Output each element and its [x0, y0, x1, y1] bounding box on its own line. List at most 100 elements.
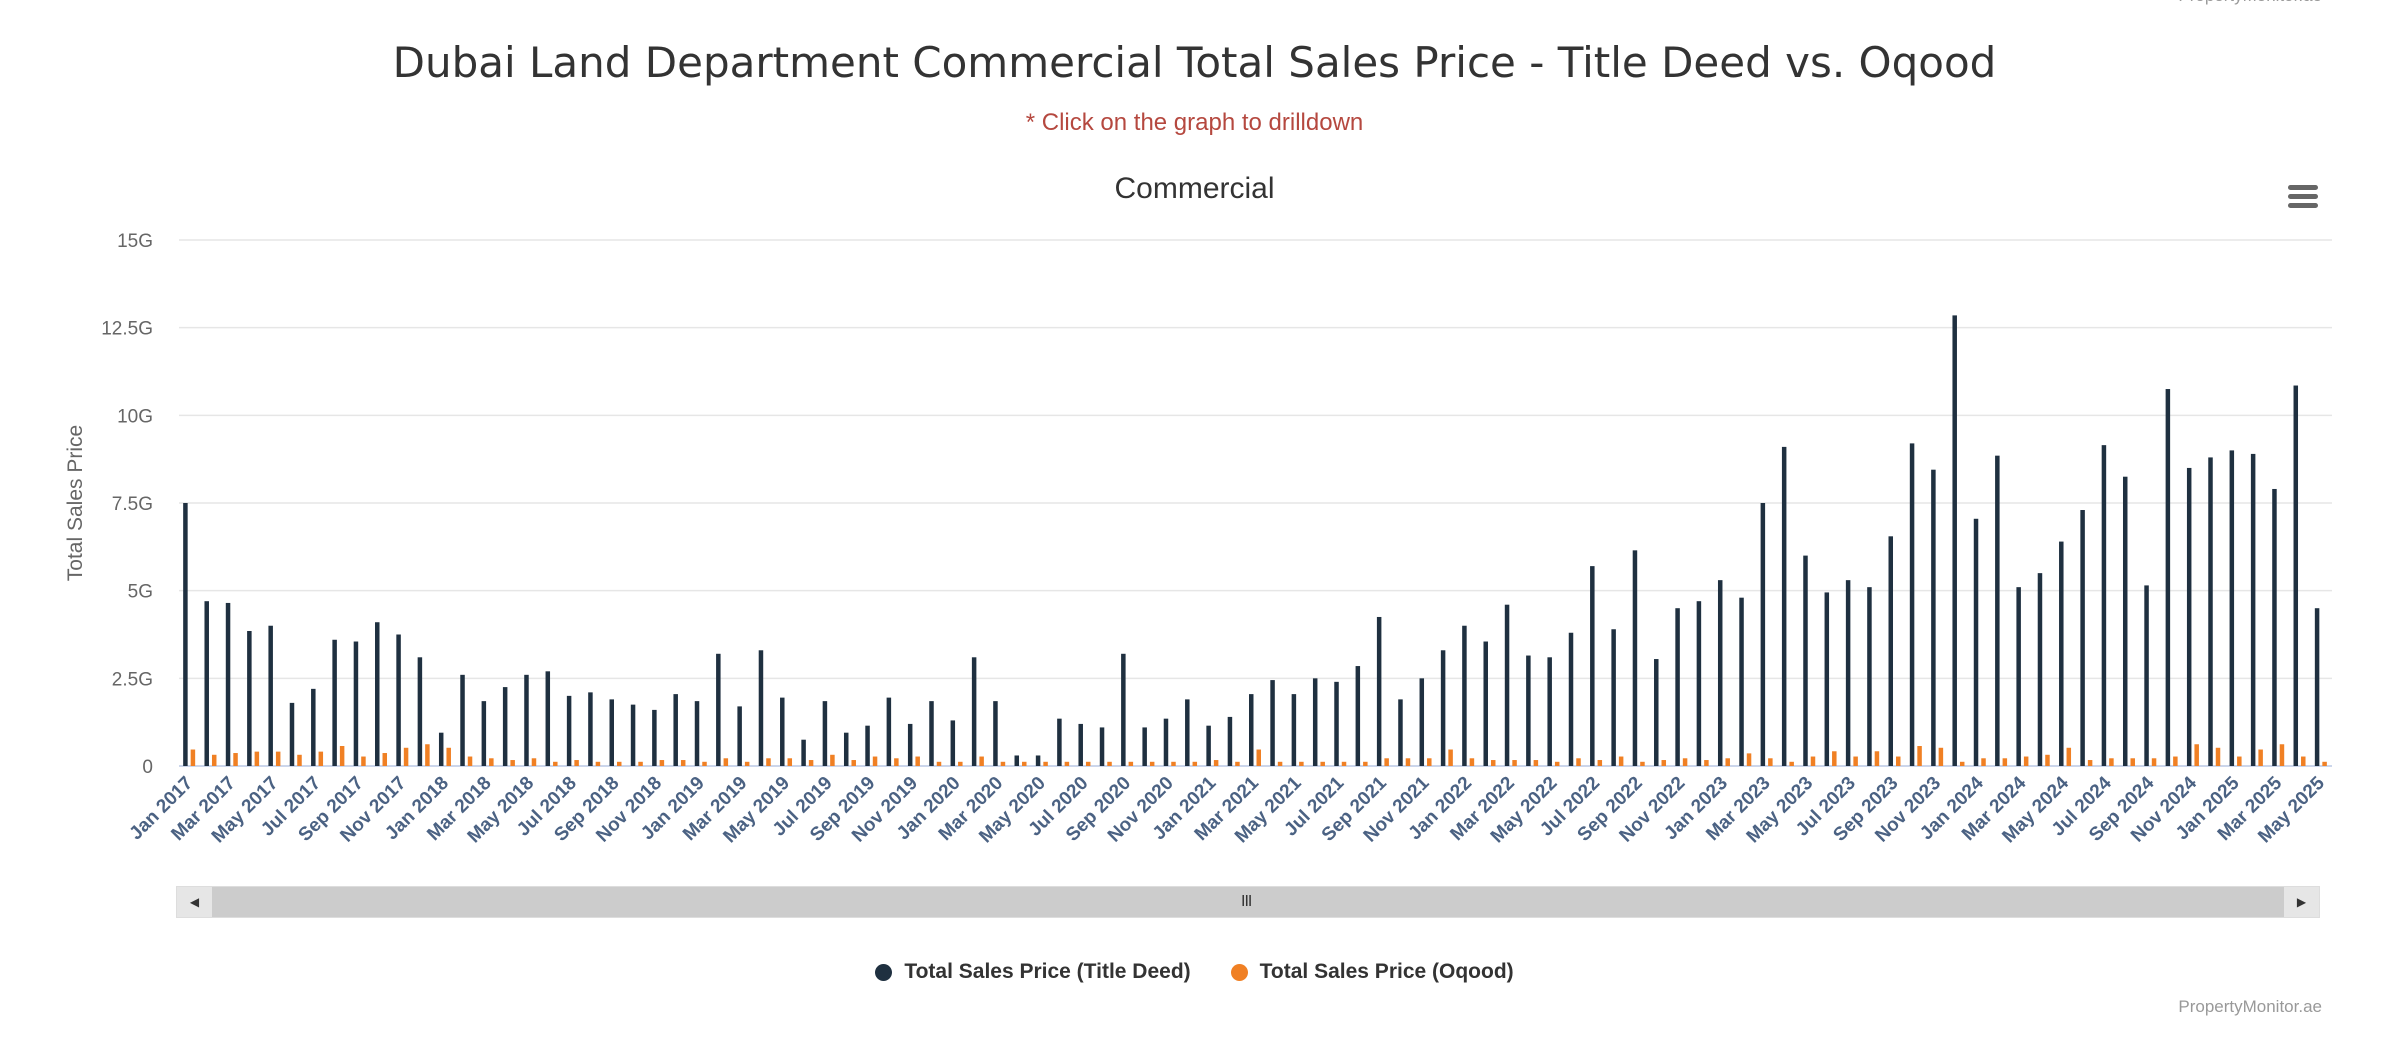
bar-oqood[interactable]	[830, 754, 835, 766]
bar-oqood[interactable]	[766, 758, 771, 766]
bar-oqood[interactable]	[616, 761, 622, 766]
bar-title-deed[interactable]	[1760, 503, 1766, 766]
scrollbar-grip[interactable]: III	[1241, 893, 1252, 910]
bar-title-deed[interactable]	[396, 634, 401, 767]
bar-oqood[interactable]	[1043, 761, 1048, 766]
bar-oqood[interactable]	[2215, 747, 2221, 766]
bar-title-deed[interactable]	[417, 657, 423, 766]
bar-title-deed[interactable]	[1909, 443, 1915, 766]
bar-title-deed[interactable]	[1654, 659, 1659, 766]
bar-oqood[interactable]	[382, 753, 388, 766]
bar-oqood[interactable]	[1640, 761, 1645, 766]
bar-title-deed[interactable]	[1995, 455, 2000, 766]
bar-title-deed[interactable]	[1952, 315, 1957, 766]
bar-oqood[interactable]	[361, 756, 366, 766]
bar-title-deed[interactable]	[460, 674, 465, 766]
bar-oqood[interactable]	[211, 754, 217, 766]
bar-oqood[interactable]	[958, 761, 963, 766]
bar-oqood[interactable]	[1768, 758, 1773, 766]
bar-oqood[interactable]	[595, 761, 601, 766]
bar-title-deed[interactable]	[1185, 699, 1190, 766]
bar-oqood[interactable]	[531, 758, 537, 766]
bar-oqood[interactable]	[1405, 758, 1411, 766]
bar-oqood[interactable]	[1469, 758, 1475, 766]
bar-title-deed[interactable]	[1419, 678, 1425, 766]
bar-oqood[interactable]	[979, 756, 984, 766]
bar-oqood[interactable]	[1235, 761, 1240, 766]
bar-oqood[interactable]	[1981, 758, 1986, 766]
bar-title-deed[interactable]	[1632, 550, 1638, 766]
bar-oqood[interactable]	[1682, 758, 1688, 766]
bar-title-deed[interactable]	[2080, 510, 2085, 766]
bar-oqood[interactable]	[808, 760, 814, 766]
bar-title-deed[interactable]	[1099, 727, 1105, 766]
bar-title-deed[interactable]	[1078, 723, 1083, 766]
bar-oqood[interactable]	[1320, 761, 1325, 766]
bar-oqood[interactable]	[1149, 761, 1155, 766]
bar-title-deed[interactable]	[630, 704, 636, 766]
bar-title-deed[interactable]	[289, 702, 295, 766]
bar-title-deed[interactable]	[1227, 716, 1233, 766]
credit-bottom[interactable]: PropertyMonitor.ae	[2178, 997, 2322, 1016]
bar-title-deed[interactable]	[1973, 518, 1979, 766]
bar-title-deed[interactable]	[502, 687, 508, 766]
bar-title-deed[interactable]	[950, 720, 956, 766]
bar-oqood[interactable]	[1832, 751, 1837, 766]
bar-oqood[interactable]	[2301, 756, 2306, 766]
bar-title-deed[interactable]	[204, 601, 209, 766]
bar-oqood[interactable]	[936, 761, 942, 766]
bar-title-deed[interactable]	[673, 694, 678, 766]
bar-oqood[interactable]	[1896, 756, 1901, 766]
bar-title-deed[interactable]	[780, 697, 785, 766]
bar-title-deed[interactable]	[1867, 587, 1872, 766]
bar-oqood[interactable]	[254, 751, 260, 766]
bar-oqood[interactable]	[638, 761, 643, 766]
bar-oqood[interactable]	[553, 761, 558, 766]
bar-title-deed[interactable]	[2314, 608, 2320, 766]
bar-title-deed[interactable]	[2101, 445, 2107, 766]
bar-oqood[interactable]	[1874, 751, 1880, 766]
bar-oqood[interactable]	[2130, 758, 2135, 766]
bar-oqood[interactable]	[489, 758, 494, 766]
bar-oqood[interactable]	[1938, 747, 1944, 766]
navigator-scrollbar[interactable]: ◀ III ▶	[176, 886, 2320, 918]
hamburger-menu-icon[interactable]	[2288, 185, 2318, 209]
bar-title-deed[interactable]	[481, 701, 487, 766]
bar-title-deed[interactable]	[1568, 632, 1574, 766]
bar-title-deed[interactable]	[1312, 678, 1318, 766]
bar-title-deed[interactable]	[1781, 446, 1787, 766]
bar-oqood[interactable]	[680, 760, 686, 766]
bar-title-deed[interactable]	[907, 723, 913, 766]
bar-title-deed[interactable]	[2208, 457, 2213, 766]
bar-title-deed[interactable]	[1334, 681, 1339, 766]
bar-title-deed[interactable]	[1291, 694, 1297, 766]
bar-title-deed[interactable]	[801, 739, 806, 766]
bar-oqood[interactable]	[2258, 749, 2263, 766]
bar-title-deed[interactable]	[1696, 601, 1702, 766]
bar-title-deed[interactable]	[822, 701, 828, 766]
bar-title-deed[interactable]	[1035, 755, 1041, 766]
bar-oqood[interactable]	[2151, 758, 2157, 766]
bar-title-deed[interactable]	[1249, 694, 1254, 766]
bar-title-deed[interactable]	[183, 503, 188, 766]
bar-title-deed[interactable]	[1590, 566, 1595, 766]
triangle-left-icon[interactable]: ◀	[177, 887, 212, 917]
bar-oqood[interactable]	[446, 747, 451, 766]
bar-title-deed[interactable]	[694, 701, 700, 766]
bar-oqood[interactable]	[297, 754, 302, 766]
bar-title-deed[interactable]	[1163, 718, 1169, 766]
bar-oqood[interactable]	[894, 758, 899, 766]
bar-title-deed[interactable]	[652, 709, 657, 766]
bar-title-deed[interactable]	[1462, 625, 1467, 766]
bar-title-deed[interactable]	[524, 674, 529, 766]
bar-oqood[interactable]	[1171, 761, 1176, 766]
legend-item-oqood[interactable]: Total Sales Price (Oqood)	[1230, 960, 1514, 984]
bar-oqood[interactable]	[659, 760, 665, 766]
triangle-right-icon[interactable]: ▶	[2284, 887, 2319, 917]
bar-title-deed[interactable]	[1355, 666, 1361, 766]
bar-title-deed[interactable]	[2059, 541, 2064, 766]
bar-title-deed[interactable]	[865, 725, 870, 766]
bar-oqood[interactable]	[1661, 760, 1667, 766]
bar-oqood[interactable]	[1554, 761, 1560, 766]
bar-oqood[interactable]	[1064, 761, 1070, 766]
